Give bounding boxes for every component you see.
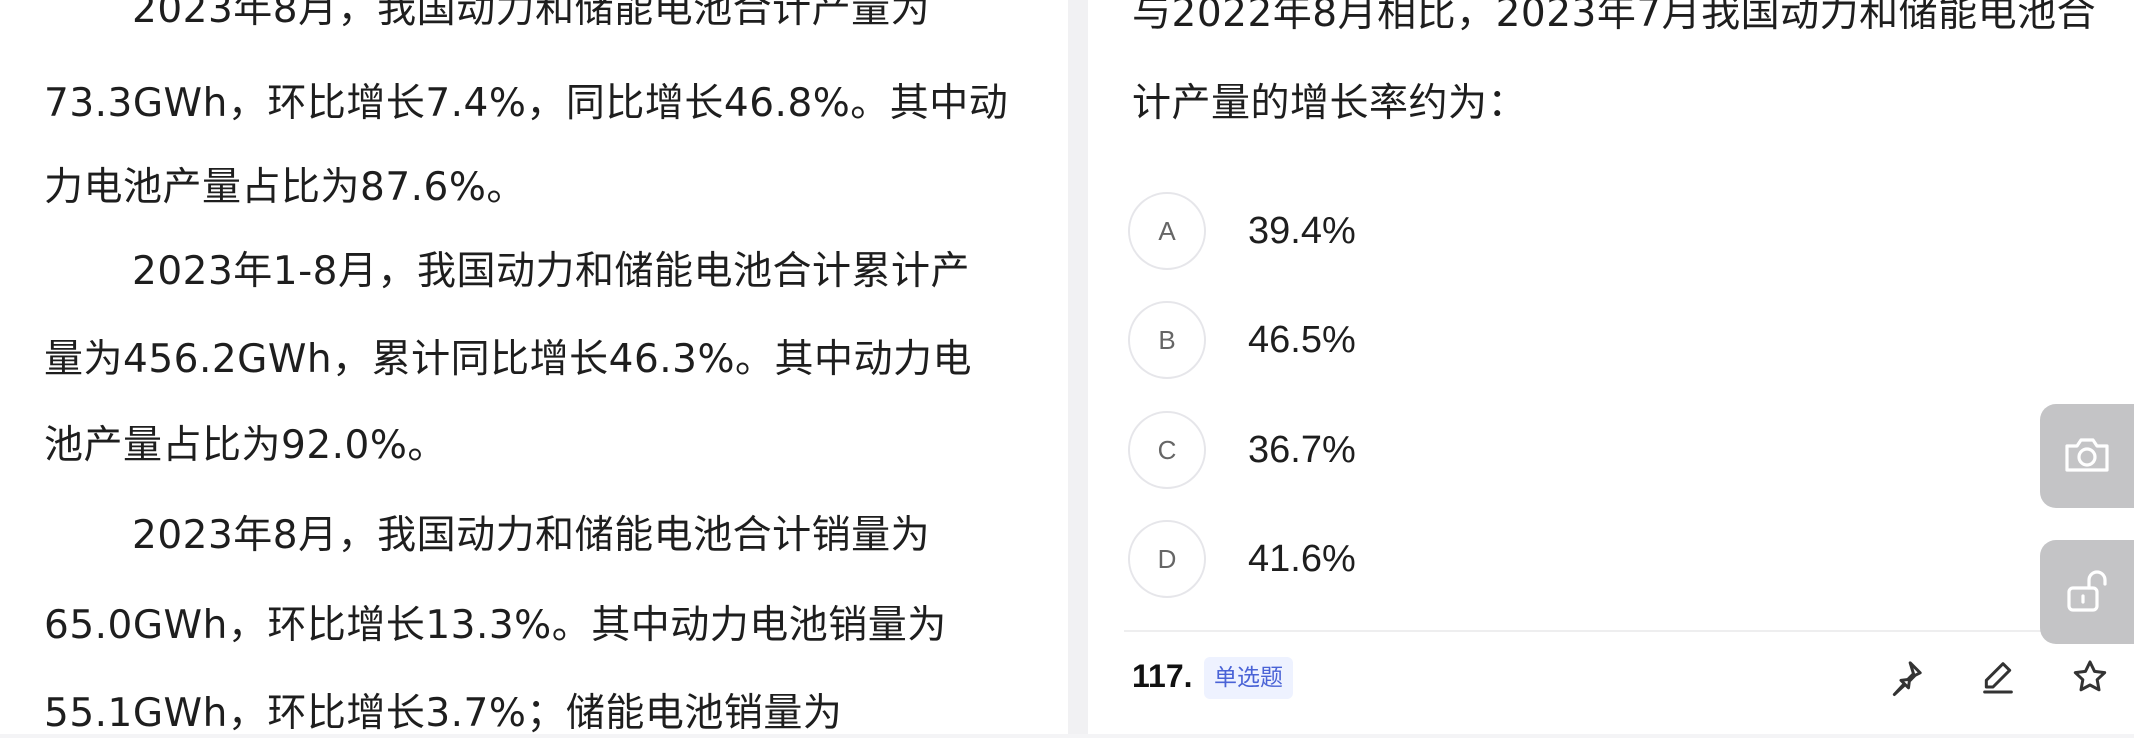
question-pane <box>1088 0 2134 734</box>
edit-icon[interactable] <box>1974 653 2022 701</box>
option-text: 41.6% <box>1248 537 1356 580</box>
option-d[interactable]: D 41.6% <box>1128 519 2028 599</box>
question-type-badge: 单选题 <box>1204 657 1293 699</box>
passage-line: 2023年8月，我国动力和储能电池合计销量为 <box>132 513 931 558</box>
passage-line: 量为456.2GWh，累计同比增长46.3%。其中动力电 <box>44 337 973 382</box>
unlock-button[interactable] <box>2040 540 2134 644</box>
passage-line: 55.1GWh，环比增长3.7%；储能电池销量为 <box>44 691 843 736</box>
star-icon[interactable] <box>2066 653 2114 701</box>
camera-icon <box>2063 434 2111 478</box>
passage-pane <box>0 0 1068 734</box>
option-letter: D <box>1128 520 1206 598</box>
option-b[interactable]: B 46.5% <box>1128 300 2028 380</box>
unlock-icon <box>2065 566 2109 618</box>
question-stem-line: 与2022年8月相比，2023年7月我国动力和储能电池合 <box>1132 0 2097 36</box>
option-text: 39.4% <box>1248 209 1356 252</box>
passage-line: 池产量占比为92.0%。 <box>44 423 447 468</box>
option-c[interactable]: C 36.7% <box>1128 410 2028 490</box>
camera-button[interactable] <box>2040 404 2134 508</box>
question-stem-line: 计产量的增长率约为： <box>1132 81 1528 126</box>
pane-divider[interactable] <box>1068 0 1088 734</box>
passage-line: 73.3GWh，环比增长7.4%，同比增长46.8%。其中动 <box>44 81 1009 126</box>
option-a[interactable]: A 39.4% <box>1128 191 2028 271</box>
option-letter: C <box>1128 411 1206 489</box>
option-letter: B <box>1128 301 1206 379</box>
option-text: 46.5% <box>1248 318 1356 361</box>
passage-line: 力电池产量占比为87.6%。 <box>44 165 526 210</box>
option-text: 36.7% <box>1248 428 1356 471</box>
question-separator <box>1124 630 2134 632</box>
passage-line: 2023年1-8月，我国动力和储能电池合计累计产 <box>132 249 970 294</box>
option-letter: A <box>1128 192 1206 270</box>
next-question-number: 117. <box>1132 658 1193 694</box>
passage-line: 2023年8月，我国动力和储能电池合计产量为 <box>132 0 931 32</box>
pin-icon[interactable] <box>1882 653 1930 701</box>
passage-line: 65.0GWh，环比增长13.3%。其中动力电池销量为 <box>44 603 947 648</box>
